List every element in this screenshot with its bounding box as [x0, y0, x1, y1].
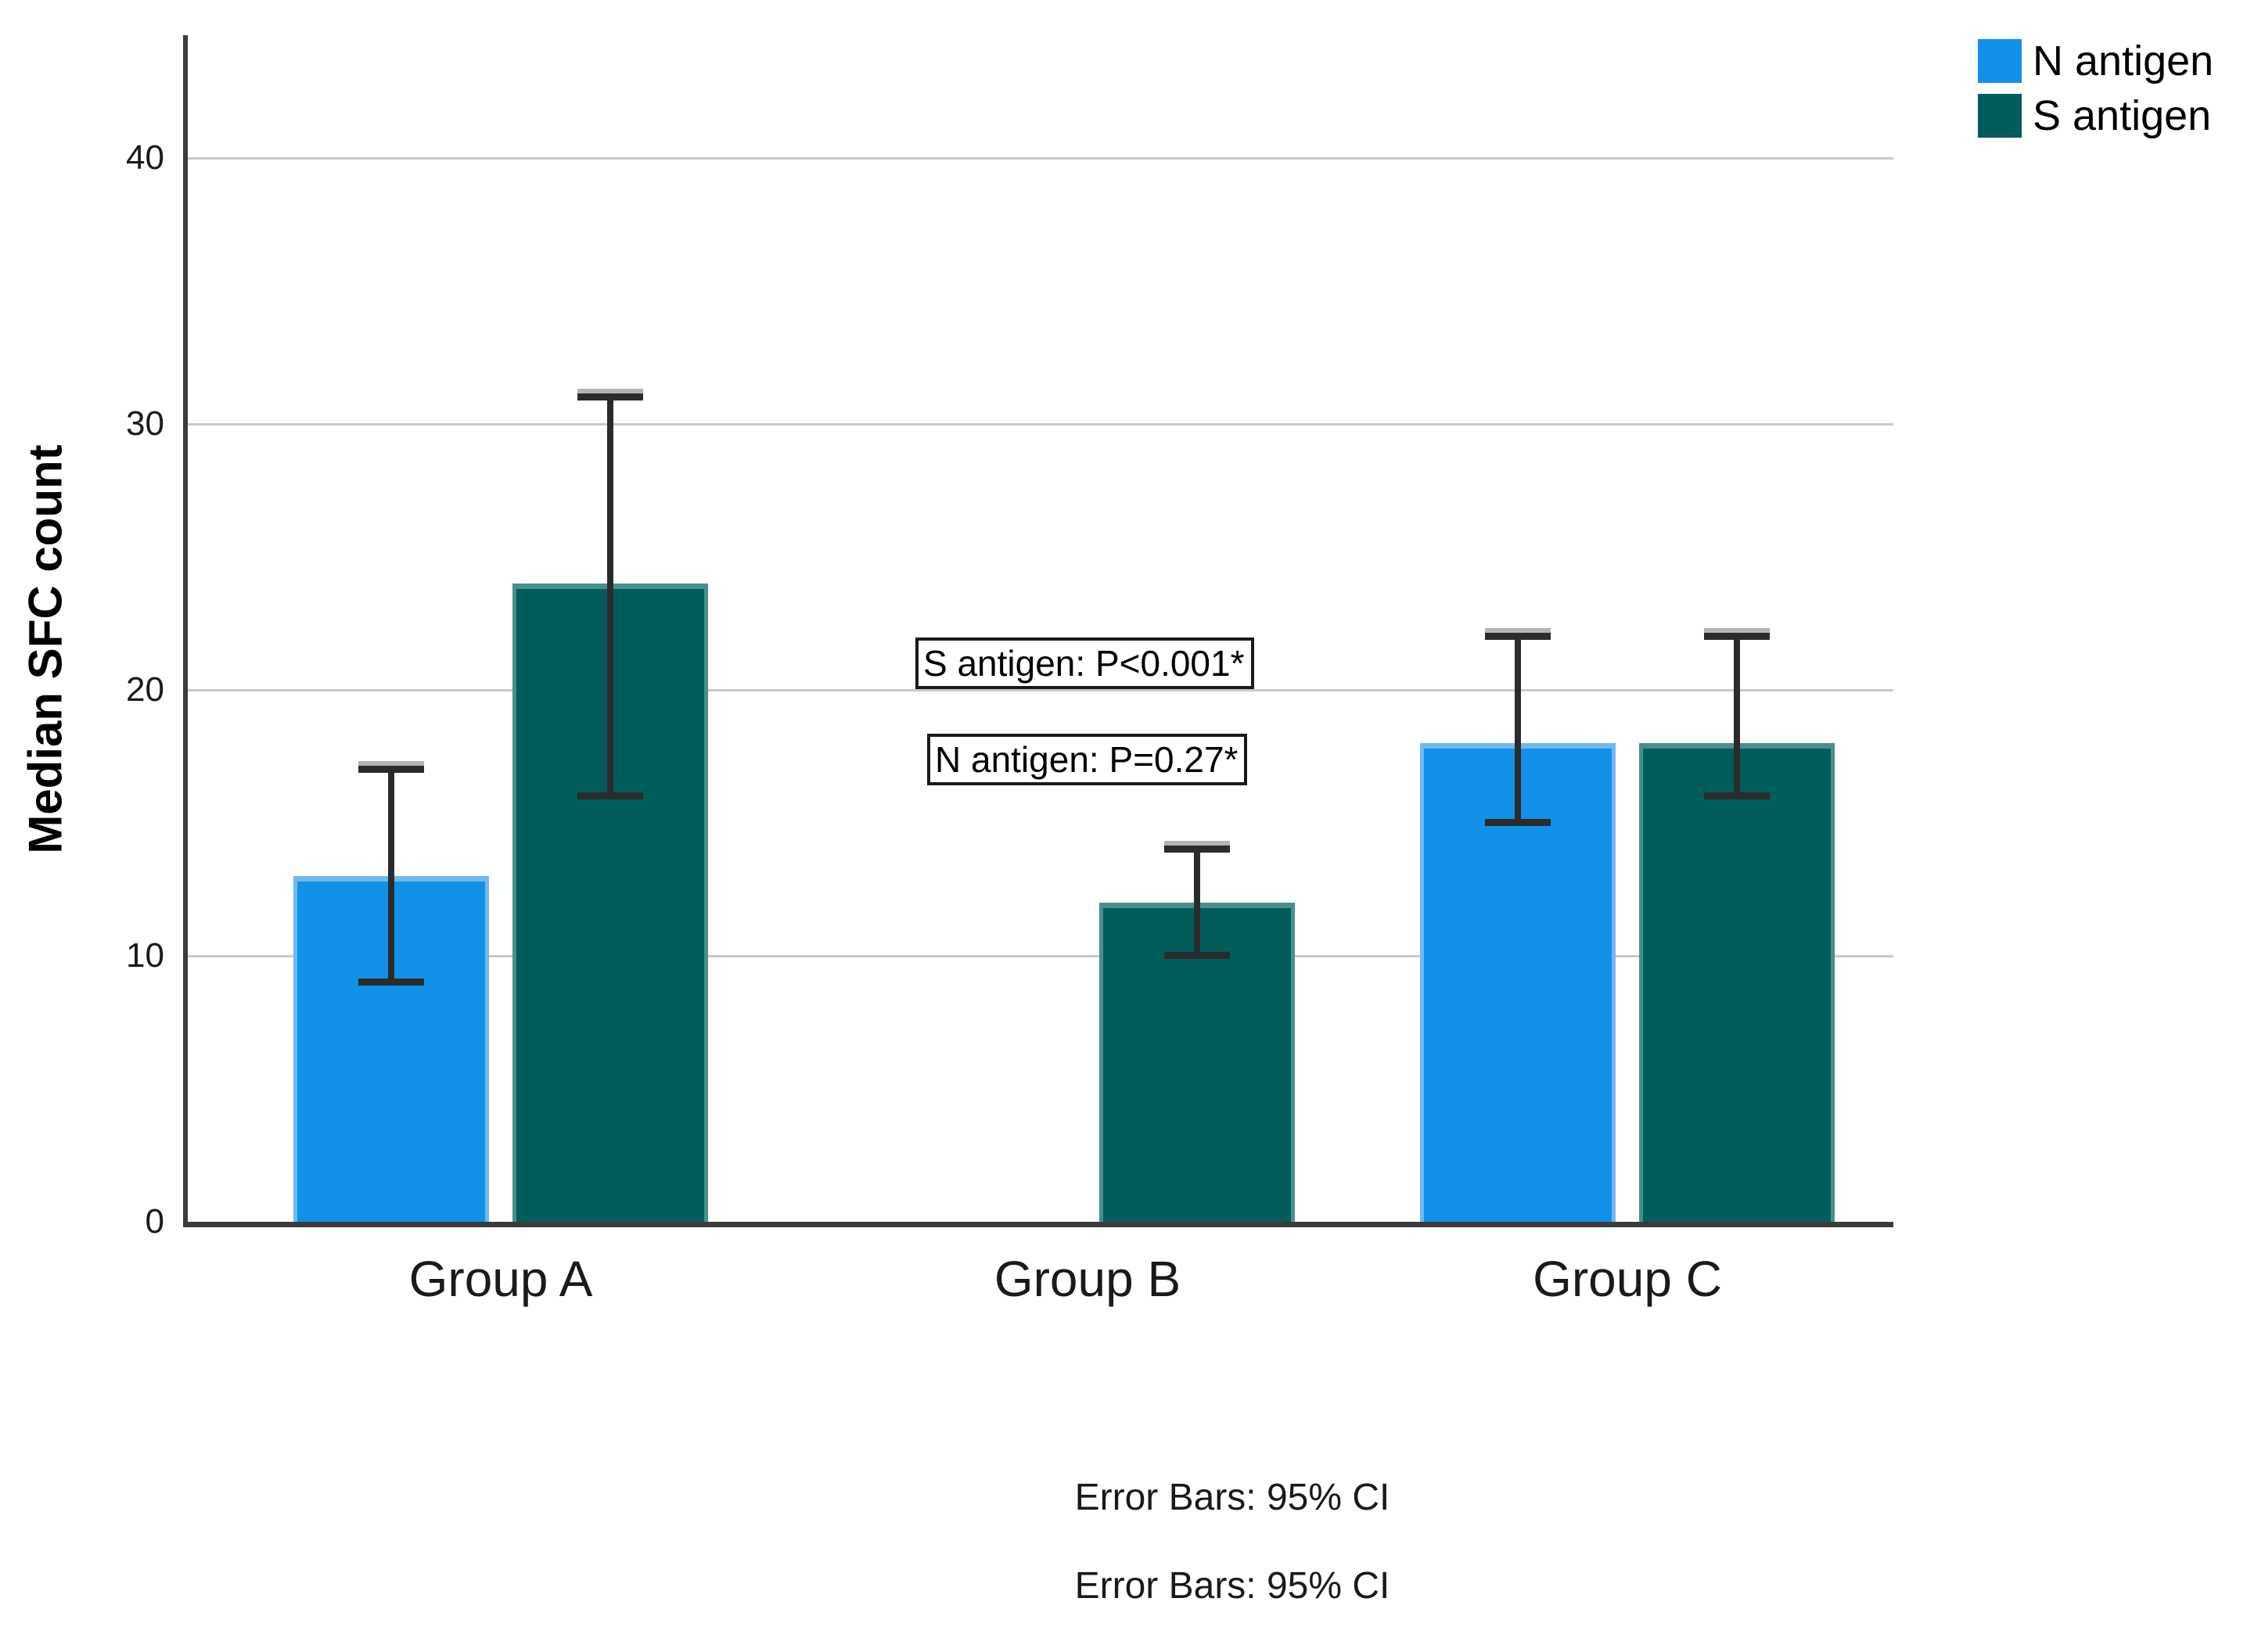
legend-swatch-s-antigen	[1978, 94, 2022, 138]
legend-item-n-antigen: N antigen	[1978, 39, 2213, 83]
legend-swatch-n-antigen	[1978, 39, 2022, 83]
y-tick-30: 30	[126, 404, 164, 443]
error-bar-stem-group-c-s-antigen	[1734, 637, 1740, 796]
y-tick-10: 10	[126, 936, 164, 975]
legend: N antigen S antigen	[1978, 39, 2213, 138]
gridline-30	[188, 423, 1893, 426]
error-bar-cap-bottom-group-c-n-antigen	[1485, 819, 1551, 826]
error-bar-cap-top-group-b-s-antigen	[1164, 846, 1230, 853]
legend-label-n-antigen: N antigen	[2033, 38, 2214, 84]
error-bar-cap-bottom-group-a-s-antigen	[577, 792, 643, 799]
annotation-s-antigen-pvalue: S antigen: P<0.001*	[915, 637, 1254, 689]
error-bars-caption-2: Error Bars: 95% CI	[1074, 1565, 1390, 1607]
error-bar-cap-top-group-a-n-antigen	[358, 766, 424, 773]
y-tick-20: 20	[126, 670, 164, 709]
legend-item-s-antigen: S antigen	[1978, 94, 2213, 138]
error-bar-cap-top-group-c-s-antigen	[1704, 633, 1770, 640]
gridline-20	[188, 689, 1893, 691]
error-bar-stem-group-b-s-antigen	[1194, 849, 1200, 956]
error-bar-stem-group-a-s-antigen	[607, 397, 613, 796]
plot-area: S antigen: P<0.001* N antigen: P=0.27*	[183, 35, 1893, 1227]
x-tick-group-a: Group A	[408, 1251, 593, 1307]
error-bar-cap-bottom-group-c-s-antigen	[1704, 792, 1770, 799]
y-tick-0: 0	[145, 1202, 164, 1241]
error-bar-cap-top-group-c-n-antigen	[1485, 633, 1551, 640]
gridline-40	[188, 157, 1893, 160]
error-bar-cap-bottom-group-a-n-antigen	[358, 979, 424, 986]
error-bars-caption-1: Error Bars: 95% CI	[1074, 1477, 1390, 1518]
y-tick-40: 40	[126, 138, 164, 177]
bar-group-c-s-antigen	[1639, 743, 1835, 1222]
x-tick-group-b: Group B	[994, 1251, 1181, 1307]
y-axis-title: Median SFC count	[19, 444, 72, 854]
legend-label-s-antigen: S antigen	[2033, 92, 2212, 139]
annotation-n-antigen-pvalue: N antigen: P=0.27*	[927, 734, 1248, 785]
error-bar-cap-bottom-group-b-s-antigen	[1164, 952, 1230, 959]
x-tick-group-c: Group C	[1533, 1251, 1722, 1307]
gridline-10	[188, 955, 1893, 957]
error-bar-stem-group-c-n-antigen	[1515, 637, 1521, 823]
error-bar-stem-group-a-n-antigen	[388, 770, 394, 982]
error-bar-cap-top-group-a-s-antigen	[577, 393, 643, 400]
